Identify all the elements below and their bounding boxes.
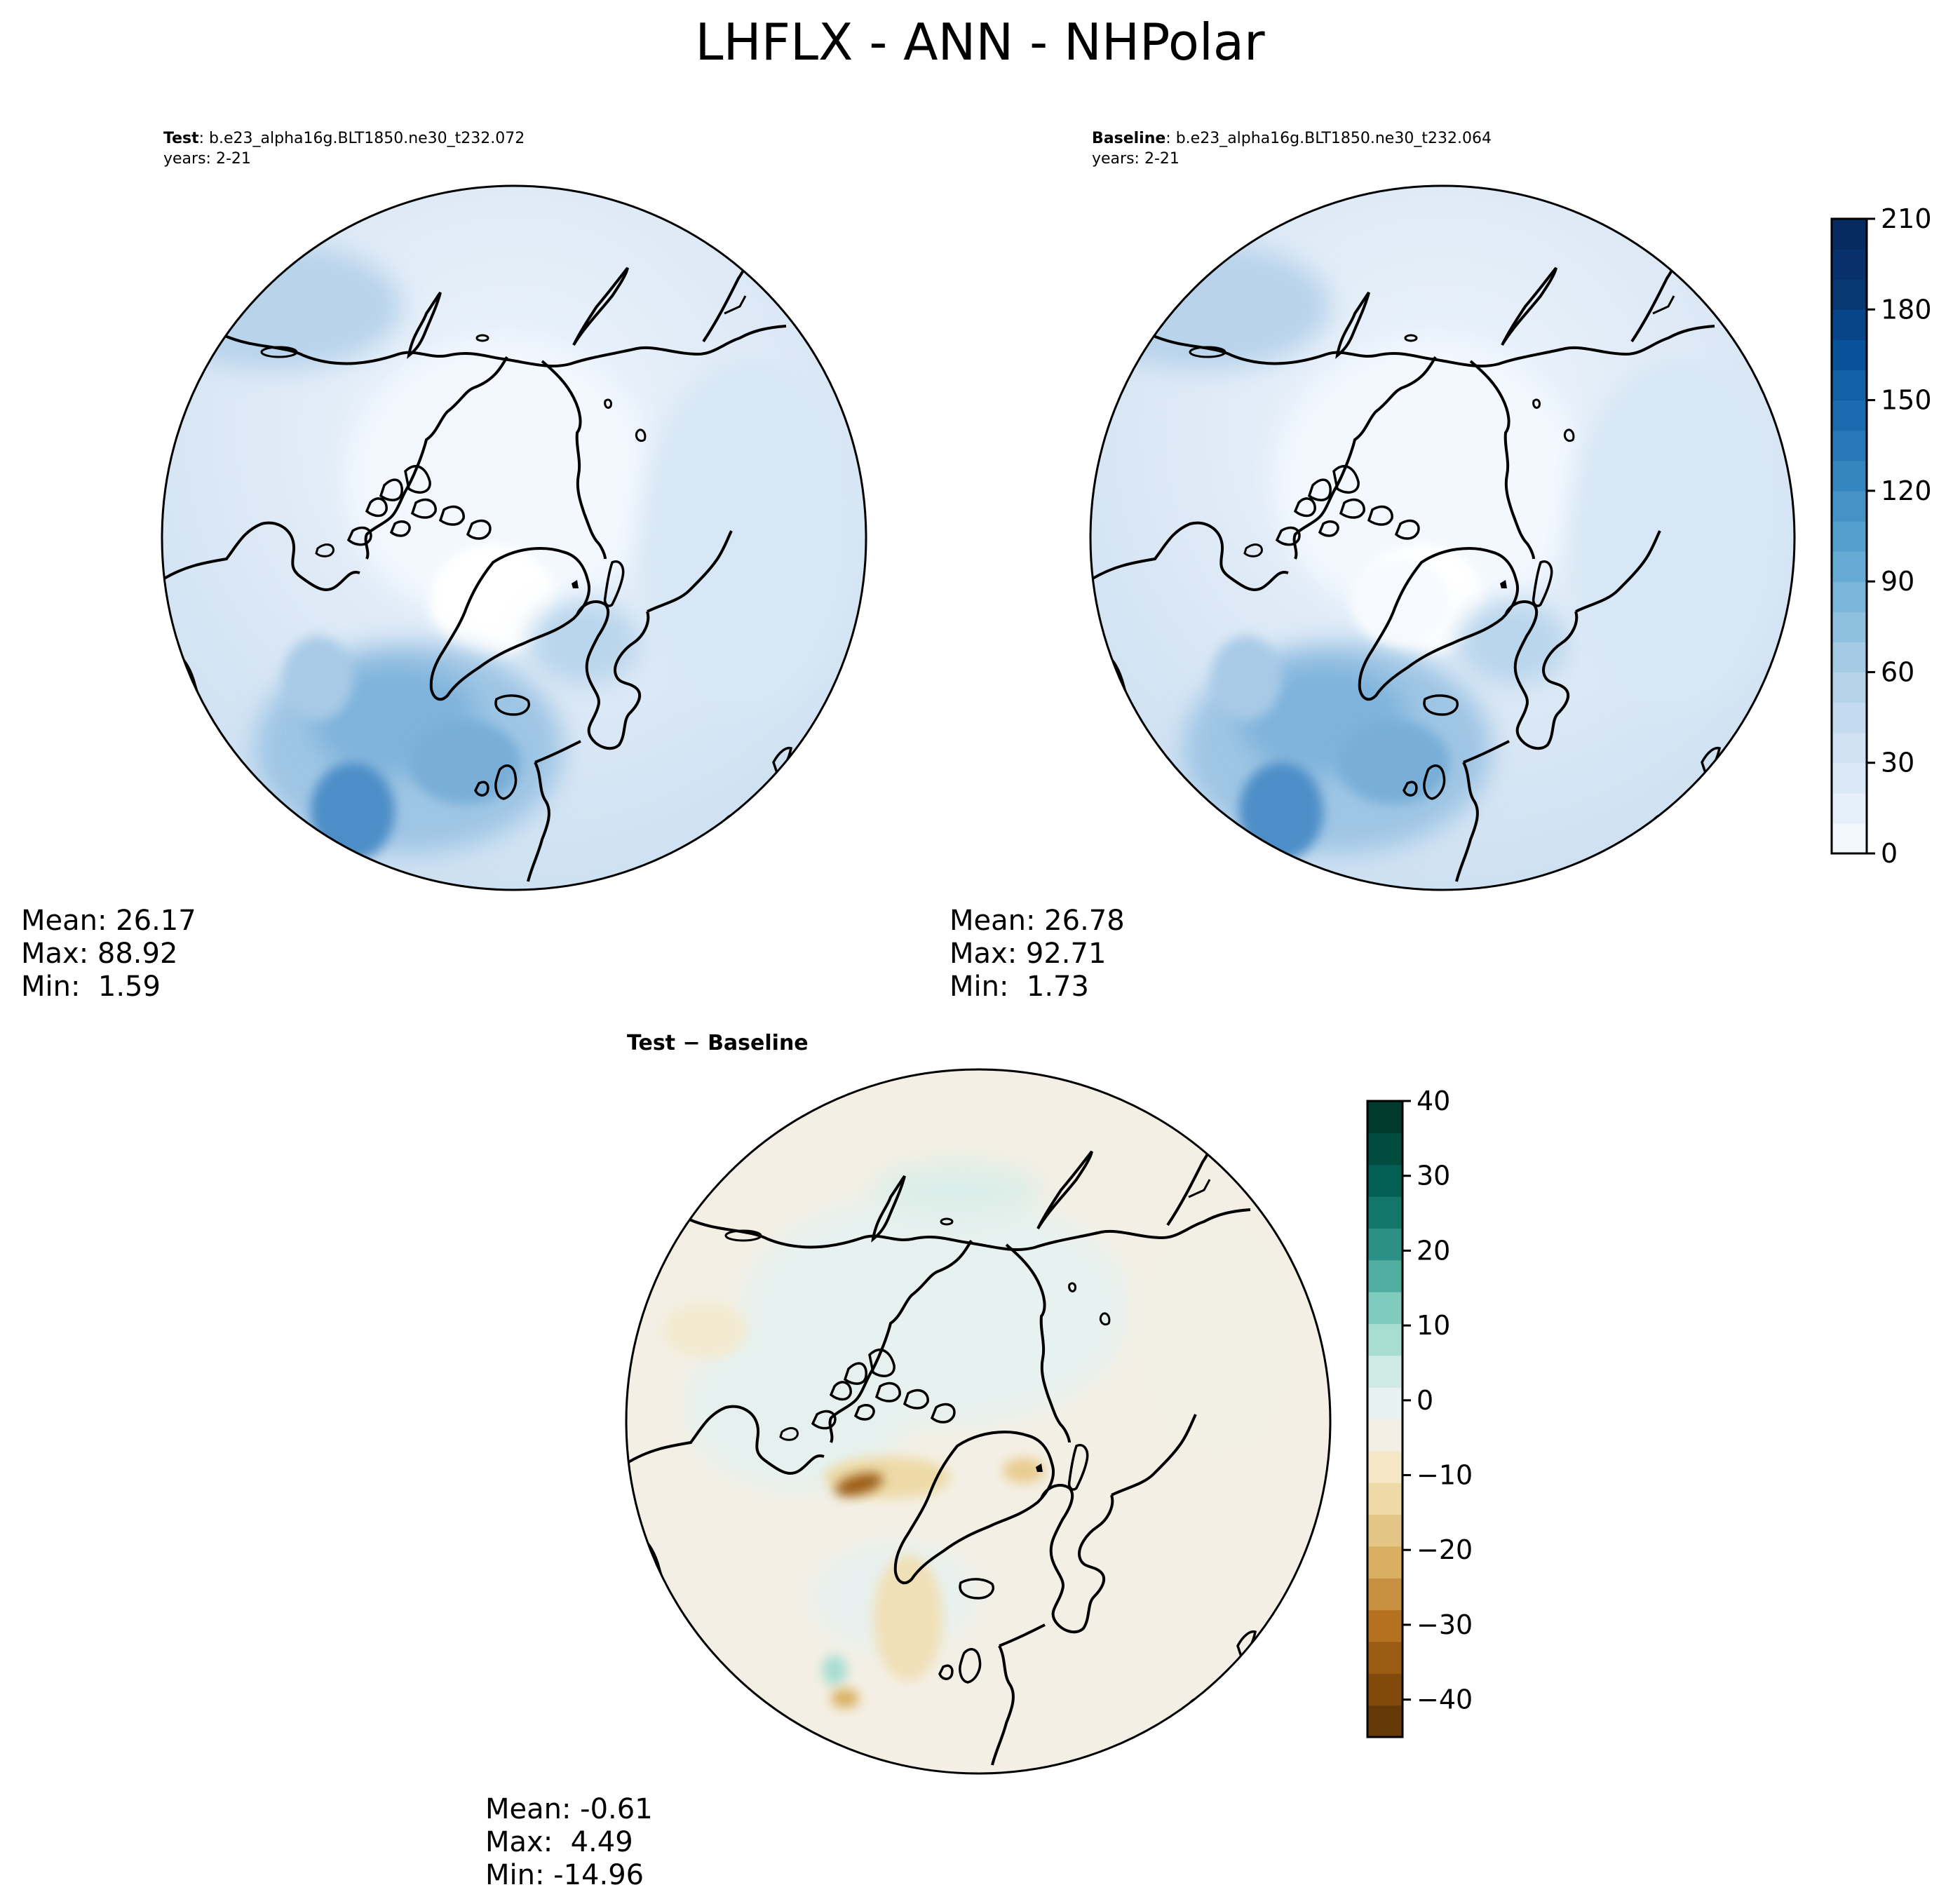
figure-title: LHFLX - ANN - NHPolar <box>695 13 1265 72</box>
diff-colorbar-tick-label: −10 <box>1417 1460 1473 1491</box>
diff-panel-title: Test − Baseline <box>627 1031 809 1055</box>
baseline-min: Min: 1.73 <box>949 971 1089 1003</box>
main-colorbar-segment <box>1832 762 1867 794</box>
main-colorbar-segment <box>1832 339 1867 371</box>
diff-colorbar-segment <box>1367 1673 1403 1706</box>
test-years: years: 2-21 <box>163 150 251 168</box>
main-colorbar-segment <box>1832 490 1867 522</box>
main-colorbar: 0 30 60 90 120 150 180 210 <box>1830 203 1932 869</box>
baseline-label: Baseline <box>1092 130 1166 147</box>
diff-colorbar-segment <box>1367 1101 1403 1133</box>
diff-colorbar-segment <box>1367 1546 1403 1579</box>
diff-colorbar-segment <box>1367 1259 1403 1292</box>
main-colorbar-tick-label: 30 <box>1881 748 1914 778</box>
main-colorbar-segment <box>1832 823 1867 854</box>
diff-colorbar-segment <box>1367 1387 1403 1420</box>
main-colorbar-segment <box>1832 642 1867 673</box>
diff-max: Max: 4.49 <box>485 1826 633 1858</box>
test-case-name: : b.e23_alpha16g.BLT1850.ne30_t232.072 <box>198 130 525 147</box>
main-colorbar-segment <box>1832 551 1867 582</box>
test-mean: Mean: 26.17 <box>21 905 196 937</box>
diff-colorbar-segment <box>1367 1705 1403 1738</box>
diff-colorbar-tick-label: −20 <box>1417 1534 1473 1565</box>
baseline-map <box>1089 184 1796 891</box>
diff-colorbar-tick-label: 0 <box>1417 1385 1433 1416</box>
diff-colorbar-tick-label: 10 <box>1417 1310 1450 1341</box>
test-panel-title: Test: b.e23_alpha16g.BLT1850.ne30_t232.0… <box>163 128 525 169</box>
baseline-panel-title: Baseline: b.e23_alpha16g.BLT1850.ne30_t2… <box>1092 128 1492 169</box>
diff-title-minus: − <box>675 1031 708 1055</box>
baseline-mean: Mean: 26.78 <box>949 905 1125 937</box>
diff-colorbar-segment <box>1367 1514 1403 1547</box>
diff-colorbar-tick-label: −30 <box>1417 1609 1473 1640</box>
main-colorbar-segment <box>1832 370 1867 401</box>
main-colorbar-segment <box>1832 520 1867 552</box>
diff-colorbar-segment <box>1367 1450 1403 1483</box>
baseline-map-boundary <box>1089 184 1796 891</box>
diff-colorbar-segment <box>1367 1355 1403 1388</box>
main-colorbar-tick-label: 150 <box>1881 385 1932 416</box>
main-colorbar-segment <box>1832 672 1867 703</box>
diff-map-boundary <box>625 1068 1332 1775</box>
baseline-case-name: : b.e23_alpha16g.BLT1850.ne30_t232.064 <box>1165 130 1492 147</box>
main-colorbar-segment <box>1832 279 1867 310</box>
diff-title-test: Test <box>627 1031 676 1055</box>
main-colorbar-tick-label: 90 <box>1881 566 1914 597</box>
diff-colorbar-segment <box>1367 1609 1403 1642</box>
baseline-stats: Mean: 26.78 Max: 92.71 Min: 1.73 <box>949 872 1125 1004</box>
test-max: Max: 88.92 <box>21 938 178 970</box>
main-colorbar-segment <box>1832 792 1867 824</box>
diff-colorbar-segment <box>1367 1641 1403 1674</box>
test-stats: Mean: 26.17 Max: 88.92 Min: 1.59 <box>21 872 196 1004</box>
diff-colorbar-segment <box>1367 1133 1403 1165</box>
diff-map <box>625 1068 1332 1775</box>
diff-colorbar-segment <box>1367 1578 1403 1611</box>
diff-colorbar-tick-label: −40 <box>1417 1684 1473 1715</box>
diff-colorbar-tick-label: 20 <box>1417 1235 1450 1266</box>
diff-colorbar-segment <box>1367 1228 1403 1261</box>
diff-colorbar: 40 30 20 10 0 −10 −20 −30 −40 <box>1366 1086 1473 1738</box>
diff-colorbar-segment <box>1367 1323 1403 1356</box>
diff-title-baseline: Baseline <box>708 1031 809 1055</box>
diff-colorbar-segment <box>1367 1196 1403 1229</box>
main-colorbar-segment <box>1832 702 1867 734</box>
test-map <box>161 184 867 891</box>
main-colorbar-segment <box>1832 732 1867 764</box>
main-colorbar-tick-label: 210 <box>1881 203 1932 234</box>
main-colorbar-segment <box>1832 581 1867 612</box>
diff-colorbar-segment <box>1367 1292 1403 1325</box>
diff-colorbar-segment <box>1367 1419 1403 1452</box>
test-min: Min: 1.59 <box>21 971 161 1003</box>
test-label: Test <box>163 130 199 147</box>
main-colorbar-segment <box>1832 400 1867 431</box>
main-colorbar-tick-label: 120 <box>1881 475 1932 506</box>
diff-mean: Mean: -0.61 <box>485 1793 653 1825</box>
diff-colorbar-segment <box>1367 1164 1403 1197</box>
main-colorbar-frame <box>1830 217 1868 855</box>
main-colorbar-segment <box>1832 611 1867 642</box>
main-colorbar-segment <box>1832 430 1867 461</box>
diff-colorbar-tick-label: 30 <box>1417 1161 1450 1191</box>
main-colorbar-segment <box>1832 460 1867 492</box>
diff-colorbar-segment <box>1367 1482 1403 1515</box>
diff-colorbar-tick-label: 40 <box>1417 1086 1450 1116</box>
main-colorbar-segment <box>1832 219 1867 250</box>
main-colorbar-tick-label: 180 <box>1881 294 1932 325</box>
main-colorbar-tick-label: 0 <box>1881 838 1898 869</box>
baseline-years: years: 2-21 <box>1092 150 1180 168</box>
main-colorbar-segment <box>1832 249 1867 280</box>
main-colorbar-tick-label: 60 <box>1881 656 1914 687</box>
diff-colorbar-frame <box>1366 1100 1404 1738</box>
test-map-boundary <box>161 184 867 891</box>
baseline-max: Max: 92.71 <box>949 938 1107 970</box>
main-colorbar-segment <box>1832 309 1867 340</box>
